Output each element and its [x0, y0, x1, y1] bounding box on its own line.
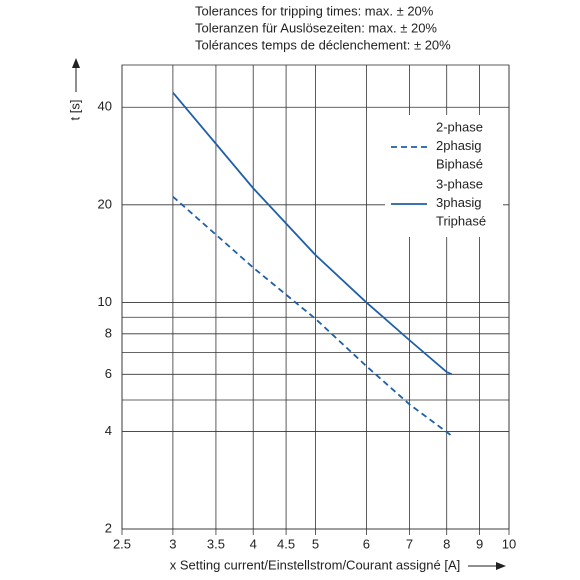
note: Toleranzen für Auslösezeiten: max. ± 20%: [195, 20, 437, 35]
plot: 2 4 6 8 10 20 40 2.5 3 3.5 4 4.5 5 6 7 8 9 10 2-phase 2phas…: [98, 64, 516, 551]
x-tick-label: 9: [476, 536, 483, 551]
legend-label: Triphasé: [436, 213, 486, 228]
legend-label: 3phasig: [436, 195, 482, 210]
y-tick-label: 20: [98, 196, 112, 211]
x-tick-label: 10: [502, 536, 516, 551]
x-axis-label: x Setting current/Einstellstrom/Courant …: [170, 557, 460, 572]
x-tick-label: 3: [169, 536, 176, 551]
y-tick-label: 40: [98, 99, 112, 114]
x-tick-label: 5: [312, 536, 319, 551]
y-tick-label: 10: [98, 294, 112, 309]
y-arrow-head: [72, 58, 80, 68]
legend-label: 3-phase: [436, 176, 483, 191]
legend-label: Biphasé: [436, 156, 483, 171]
y-tick-label: 2: [105, 520, 112, 535]
x-tick-label: 3.5: [207, 536, 225, 551]
x-arrow-head: [496, 562, 506, 570]
legend-box: [385, 115, 503, 237]
note: Tolerances for tripping times: max. ± 20…: [195, 3, 434, 18]
y-axis-label: t [s]: [67, 100, 82, 121]
x-tick-label: 4.5: [277, 536, 295, 551]
x-tick-label: 4: [250, 536, 257, 551]
y-tick-label: 8: [105, 325, 112, 340]
series-line: [172, 195, 455, 438]
y-tick-label: 6: [105, 366, 112, 381]
x-tick-label: 8: [443, 536, 450, 551]
legend-label: 2-phase: [436, 119, 483, 134]
x-tick-label: 6: [363, 536, 370, 551]
x-tick-label: 2.5: [113, 536, 131, 551]
y-tick-label: 4: [105, 423, 112, 438]
x-tick-label: 7: [406, 536, 413, 551]
series-line: [172, 91, 453, 376]
legend-label: 2phasig: [436, 138, 482, 153]
note: Tolérances temps de déclenchement: ± 20%: [195, 37, 451, 52]
